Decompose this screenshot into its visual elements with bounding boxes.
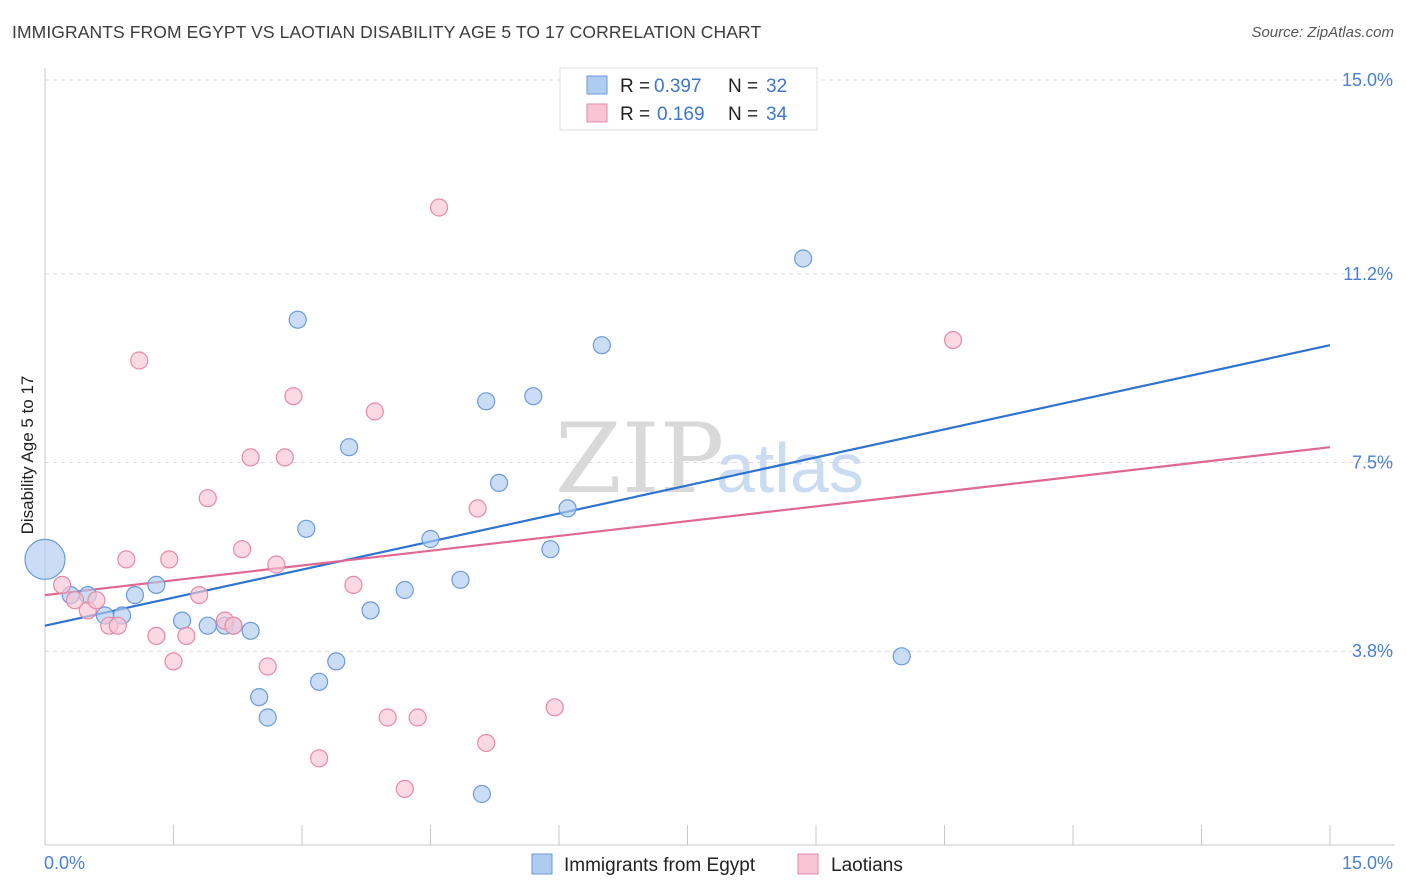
point-series0-27 (541, 540, 560, 559)
legend-n-label-1: N = (728, 104, 758, 125)
chart-title: IMMIGRANTS FROM EGYPT VS LAOTIAN DISABIL… (12, 22, 762, 42)
bottom-legend-label-1: Laotians (831, 855, 903, 876)
point-series1-7 (130, 351, 149, 370)
x-tick-label-1: 15.0% (1342, 853, 1393, 873)
point-series1-6 (117, 550, 136, 569)
point-series0-8 (198, 616, 217, 635)
bottom-legend-label-0: Immigrants from Egypt (564, 855, 756, 876)
point-series1-21 (284, 387, 303, 406)
legend-swatch-0 (586, 75, 608, 95)
point-series0-11 (241, 621, 260, 640)
point-series0-18 (340, 438, 359, 457)
point-series0-6 (147, 575, 166, 595)
source-label: Source: ZipAtlas.com (1251, 24, 1394, 41)
legend-r-value-1: 0.169 (657, 104, 705, 125)
point-series1-9 (160, 550, 179, 569)
point-series1-15 (224, 616, 243, 635)
point-series1-30 (477, 733, 496, 753)
point-series0-21 (421, 529, 440, 549)
point-series1-10 (164, 652, 183, 671)
point-series0-30 (794, 249, 813, 268)
point-series1-17 (241, 448, 260, 467)
point-series1-27 (408, 708, 427, 727)
y-axis-label: Disability Age 5 to 17 (18, 376, 37, 535)
point-series1-8 (147, 626, 166, 646)
legend-n-label-0: N = (728, 76, 758, 97)
point-series0-24 (477, 392, 496, 411)
point-series0-22 (451, 570, 470, 589)
y-tick-label-3: 15.0% (1342, 70, 1393, 90)
point-series1-26 (395, 779, 414, 799)
x-tick-labels: 0.0% 15.0% (44, 853, 1393, 873)
point-series0-14 (288, 310, 307, 329)
watermark: ZIP atlas (555, 403, 864, 515)
point-series1-25 (378, 708, 397, 727)
point-series1-12 (190, 585, 209, 605)
y-tick-labels: 3.8% 7.5% 11.2% 15.0% (1342, 70, 1393, 661)
watermark-zip: ZIP (555, 403, 724, 515)
point-series0-5 (125, 585, 145, 605)
point-series1-0 (53, 575, 72, 595)
legend-n-value-1: 34 (766, 104, 788, 125)
legend-swatch-1 (586, 103, 608, 123)
bottom-legend-swatch-1 (797, 853, 819, 875)
points (24, 198, 963, 804)
x-tick-label-0: 0.0% (44, 853, 85, 873)
gridlines (45, 79, 1395, 652)
point-series1-32 (943, 331, 963, 350)
y-tick-label-1: 7.5% (1352, 453, 1393, 473)
point-series1-22 (310, 749, 329, 768)
point-series0-23 (472, 784, 491, 804)
point-series0-12 (250, 687, 269, 707)
point-series0-19 (361, 601, 380, 620)
point-series0-25 (489, 473, 509, 492)
point-series0-28 (558, 499, 577, 518)
point-series0-7 (172, 611, 192, 630)
legend-r-label-1: R = (620, 104, 650, 125)
point-series1-18 (258, 657, 277, 676)
point-series1-24 (365, 402, 384, 421)
point-series1-16 (232, 540, 252, 559)
point-series1-11 (177, 626, 196, 646)
axes (44, 68, 1395, 846)
legend-r-label-0: R = (620, 76, 650, 97)
point-series1-1 (65, 591, 85, 610)
point-series0-31 (892, 647, 911, 666)
bottom-legend-swatch-0 (531, 853, 553, 875)
point-series0-13 (258, 708, 277, 727)
point-series0-15 (297, 519, 316, 538)
point-series1-20 (275, 448, 294, 467)
point-series1-3 (87, 591, 106, 610)
point-series0-29 (592, 336, 611, 355)
point-series1-28 (429, 198, 449, 217)
watermark-atlas: atlas (716, 429, 864, 507)
trend-line-0 (44, 344, 1331, 627)
point-series1-19 (267, 555, 286, 574)
y-tick-label-2: 11.2% (1343, 264, 1393, 284)
legend: R = 0.397 N = 32 R = 0.169 N = 34 (559, 67, 818, 131)
point-series1-31 (545, 698, 564, 717)
point-series1-23 (344, 575, 363, 595)
point-series0-16 (310, 672, 329, 691)
point-series0-0 (24, 538, 66, 581)
trend-line-1 (44, 446, 1331, 597)
point-series1-5 (108, 616, 127, 635)
point-series0-20 (395, 580, 414, 600)
y-tick-label-0: 3.8% (1352, 641, 1393, 661)
point-series0-26 (524, 387, 543, 406)
point-series1-29 (468, 499, 487, 518)
point-series0-17 (327, 652, 346, 671)
point-series1-13 (198, 489, 217, 508)
legend-n-value-0: 32 (766, 76, 787, 97)
bottom-legend: Immigrants from Egypt Laotians (531, 853, 903, 876)
trend-lines (44, 344, 1331, 627)
legend-r-value-0: 0.397 (654, 76, 702, 97)
